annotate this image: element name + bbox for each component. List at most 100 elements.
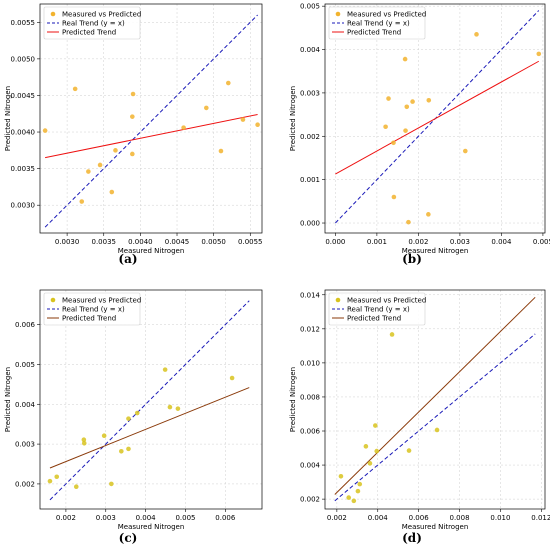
- x-tick-label: 0.0035: [91, 238, 116, 246]
- data-point: [204, 105, 209, 111]
- x-tick-label: 0.005: [175, 514, 195, 522]
- x-tick-label: 0.005: [533, 238, 550, 246]
- data-point: [383, 124, 388, 130]
- predicted-trend-line: [335, 60, 540, 175]
- legend-pred-label: Predicted Trend: [347, 29, 401, 37]
- y-axis-label: Predicted Nitrogen: [289, 367, 297, 432]
- legend-scatter-marker: [50, 11, 56, 17]
- data-point: [73, 484, 79, 490]
- data-point: [351, 498, 357, 504]
- y-axis-label: Predicted Nitrogen: [289, 86, 297, 151]
- legend-scatter-marker: [335, 297, 341, 303]
- legend-real-label: Real Trend (y = x): [62, 20, 125, 28]
- y-tick-label: 0.005: [300, 3, 320, 11]
- y-tick-label: 0.0035: [11, 165, 36, 173]
- real-trend-line: [335, 10, 540, 224]
- legend-scatter-marker: [335, 11, 341, 17]
- y-tick-label: 0.005: [15, 361, 35, 369]
- x-axis-label: Measured Nitrogen: [118, 523, 185, 531]
- legend-real-label: Real Trend (y = x): [347, 20, 410, 28]
- chart-panel-3: 0.002 0.003 0.004 0.005 0.006 0.002 0.003 0.004…: [4, 289, 263, 545]
- predicted-trend-line: [334, 296, 536, 495]
- data-point: [463, 148, 468, 154]
- data-point: [367, 461, 373, 466]
- chart-panel-1: 0.0030 0.0035 0.0040 0.0045 0.0050 0.0055 0.00…: [4, 3, 263, 266]
- data-point: [338, 474, 344, 479]
- data-point: [346, 495, 352, 500]
- x-tick-label: 0.008: [450, 514, 470, 522]
- data-point: [229, 375, 235, 381]
- data-point: [72, 86, 78, 92]
- real-trend-line: [44, 14, 258, 228]
- legend-scatter-marker: [50, 297, 56, 303]
- data-point: [109, 481, 114, 487]
- data-point: [402, 56, 408, 62]
- panel-label: (a): [118, 252, 137, 266]
- data-point: [162, 367, 168, 372]
- data-point: [406, 219, 411, 225]
- data-point: [130, 91, 136, 97]
- data-point: [363, 444, 369, 449]
- y-tick-label: 0.006: [15, 321, 36, 329]
- panel-label: (b): [402, 252, 422, 266]
- data-point: [81, 441, 87, 446]
- plot-frame: [324, 289, 546, 510]
- data-point: [357, 481, 363, 487]
- data-point: [403, 128, 408, 133]
- x-tick-label: 0.002: [56, 514, 76, 522]
- y-tick-label: 0.010: [300, 359, 320, 367]
- legend-box: [43, 6, 141, 40]
- x-tick-label: 0.0055: [238, 238, 263, 246]
- data-point: [97, 162, 103, 168]
- x-tick-label: 0.000: [325, 238, 345, 246]
- x-tick-label: 0.010: [490, 514, 510, 522]
- data-point: [126, 446, 131, 452]
- legend-box: [43, 292, 141, 326]
- y-axis-label: Predicted Nitrogen: [4, 86, 12, 151]
- data-point: [181, 125, 186, 130]
- data-point: [255, 122, 260, 128]
- x-tick-label: 0.0040: [128, 238, 153, 246]
- legend-pred-label: Predicted Trend: [62, 315, 116, 323]
- y-tick-label: 0.004: [300, 462, 321, 470]
- chart-panel-2: 0.000 0.001 0.002 0.003 0.004 0.005 0.000 0.001…: [289, 3, 550, 266]
- plot-frame: [324, 3, 546, 234]
- data-point: [240, 117, 246, 122]
- data-point: [54, 474, 60, 480]
- data-point: [134, 410, 140, 416]
- data-point: [175, 406, 181, 411]
- data-point: [391, 194, 397, 200]
- y-tick-label: 0.014: [300, 291, 321, 299]
- data-point: [404, 104, 410, 110]
- plot-frame: [39, 3, 263, 234]
- data-point: [101, 433, 107, 439]
- data-point: [225, 80, 231, 86]
- y-tick-label: 0.002: [300, 133, 320, 141]
- chart-panel-4: 0.002 0.004 0.006 0.008 0.010 0.012 0.002 0.004…: [289, 289, 550, 545]
- legend-scatter-label: Measured vs Predicted: [347, 297, 426, 305]
- data-point: [386, 96, 391, 101]
- x-tick-label: 0.006: [409, 514, 430, 522]
- y-tick-label: 0.002: [15, 480, 35, 488]
- x-tick-label: 0.003: [96, 514, 116, 522]
- y-tick-label: 0.0050: [11, 55, 36, 63]
- y-axis-label: Predicted Nitrogen: [4, 367, 12, 432]
- data-point: [410, 99, 415, 104]
- x-tick-label: 0.006: [215, 514, 236, 522]
- predicted-trend-line: [49, 387, 250, 469]
- y-tick-label: 0.008: [300, 393, 320, 401]
- data-point: [42, 128, 48, 133]
- y-tick-label: 0.0040: [11, 129, 36, 137]
- plot-area: [325, 290, 545, 509]
- data-point: [389, 332, 395, 337]
- x-tick-label: 0.012: [531, 514, 550, 522]
- data-point: [426, 212, 431, 217]
- legend-real-label: Real Trend (y = x): [347, 306, 410, 314]
- data-point: [167, 404, 173, 410]
- data-point: [474, 32, 479, 37]
- data-point: [86, 169, 91, 174]
- legend-scatter-label: Measured vs Predicted: [347, 11, 426, 19]
